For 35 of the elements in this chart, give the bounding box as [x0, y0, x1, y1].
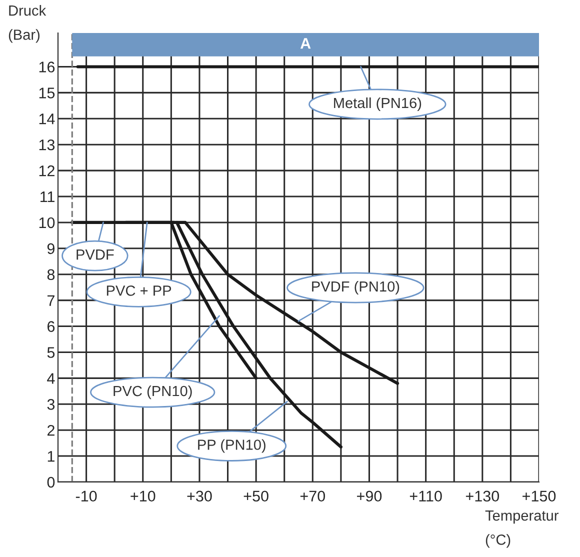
y-tick-label: 9 — [47, 243, 54, 254]
x-tick-label: +130 — [466, 490, 500, 502]
y-tick-label: 3 — [47, 399, 55, 410]
y-tick-label: 0 — [47, 476, 55, 488]
annotation: PP (PN10) — [198, 439, 266, 453]
y-tick-label: 10 — [39, 217, 55, 228]
x-tick-label: +50 — [244, 490, 268, 502]
annotation: PVDF (PN10) — [312, 280, 400, 295]
x-tick-label: -10 — [76, 490, 97, 502]
y-tick-label: 4 — [47, 373, 55, 384]
x-tick-label: +150 — [522, 490, 556, 502]
y-tick-label: 1 — [48, 451, 54, 462]
annotation: PVC + PP — [106, 285, 172, 296]
y-tick-label: 5 — [47, 347, 55, 358]
x-tick-label: +30 — [187, 490, 212, 502]
x-tick-label: +90 — [357, 490, 382, 502]
y-tick-label: 8 — [47, 269, 55, 280]
y-axis-title: Druck (Bar) — [8, 5, 46, 43]
y-tick-label: 2 — [47, 424, 54, 436]
annotation: PVC (PN10) — [114, 385, 192, 400]
y-tick-label: 16 — [39, 62, 55, 72]
y-tick-label: 13 — [39, 139, 55, 150]
x-tick-label: +10 — [130, 490, 156, 502]
y-tick-label: 15 — [39, 88, 55, 98]
y-tick-label: 7 — [48, 295, 54, 306]
x-tick-label: +70 — [300, 490, 326, 502]
y-tick-label: 14 — [39, 114, 55, 124]
band-label: A — [300, 38, 311, 49]
y-tick-label: 12 — [39, 165, 54, 176]
y-tick-label: 11 — [40, 192, 54, 202]
x-tick-label: +110 — [410, 490, 442, 502]
x-axis-title: Temperatur (°C) — [485, 510, 559, 548]
annotation: Metall (PN16) — [334, 97, 422, 112]
annotation: PVDF — [76, 250, 114, 260]
y-tick-label: 6 — [48, 321, 55, 332]
